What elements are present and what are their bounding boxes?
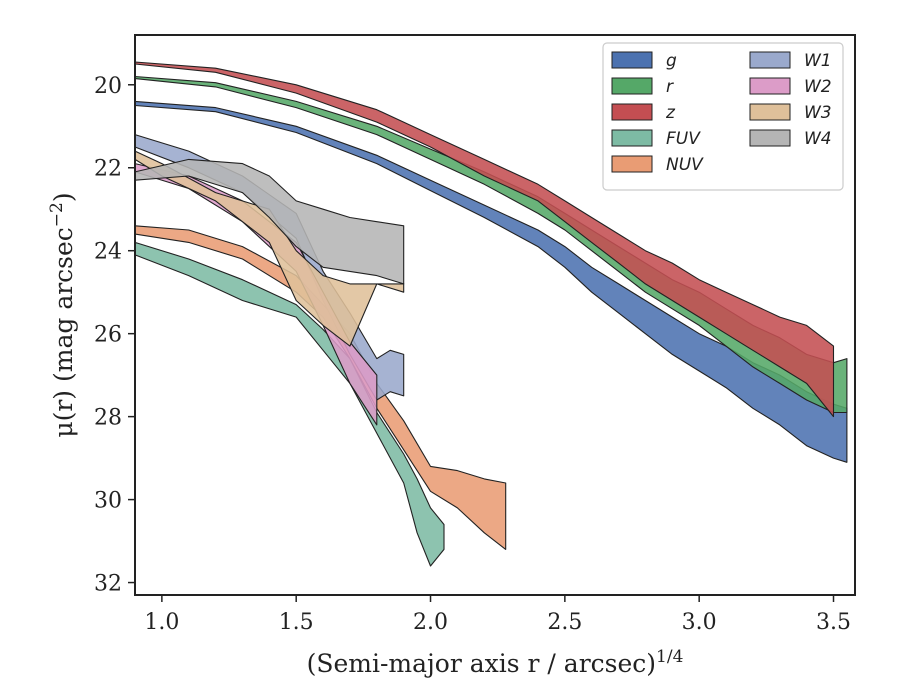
- tick-layer: 1.0 1.5 2.0 2.5 3.0 3.5 20 22 24 26 28 30 32: [94, 74, 851, 635]
- legend-label-w3: W3: [804, 103, 832, 123]
- legend-label-r: r: [666, 77, 674, 97]
- legend-swatch-g: [611, 51, 653, 69]
- y-tick-label: 20: [94, 74, 122, 99]
- x-tick-label: 1.0: [144, 610, 179, 635]
- legend-swatch-fuv: [611, 129, 653, 147]
- legend-label-w2: W2: [804, 77, 832, 97]
- y-tick-label: 28: [94, 406, 122, 431]
- y-tick-label: 22: [94, 157, 122, 182]
- y-axis-label: μ(r) (mag arcsec−2): [47, 192, 78, 437]
- legend-swatch-r: [611, 77, 653, 95]
- legend-label-fuv: FUV: [666, 129, 701, 149]
- y-tick-label: 32: [94, 572, 122, 597]
- x-tick-label: 3.0: [682, 610, 717, 635]
- series-band-fuv: [134, 241, 445, 567]
- legend-swatch-z: [611, 103, 653, 121]
- y-tick-label: 26: [94, 323, 122, 348]
- series-band-g: [134, 100, 848, 463]
- legend-swatch-w1: [749, 51, 791, 69]
- legend-swatch-w3: [749, 103, 791, 121]
- x-tick-label: 2.0: [413, 610, 448, 635]
- series-band-w4: [134, 158, 405, 285]
- legend-label-z: z: [665, 103, 676, 123]
- series-layer: [134, 61, 848, 567]
- plot-frame: [134, 34, 856, 596]
- legend-swatch-w4: [749, 129, 791, 147]
- legend-label-w4: W4: [804, 129, 832, 149]
- series-band-z: [134, 61, 835, 418]
- x-tick-label: 3.5: [816, 610, 851, 635]
- legend-swatch-w2: [749, 77, 791, 95]
- legend-swatch-nuv: [611, 155, 653, 173]
- x-tick-label: 1.5: [279, 610, 314, 635]
- y-tick-label: 24: [94, 240, 122, 265]
- y-tick-label: 30: [94, 489, 122, 514]
- legend-label-nuv: NUV: [666, 155, 704, 175]
- legend: grz FUV NUV W1 W2 W3 W4: [602, 42, 844, 191]
- x-axis-label: (Semi-major axis r / arcsec)1/4: [307, 647, 684, 678]
- legend-label-g: g: [666, 51, 677, 71]
- x-tick-label: 2.5: [547, 610, 582, 635]
- legend-label-w1: W1: [804, 51, 832, 71]
